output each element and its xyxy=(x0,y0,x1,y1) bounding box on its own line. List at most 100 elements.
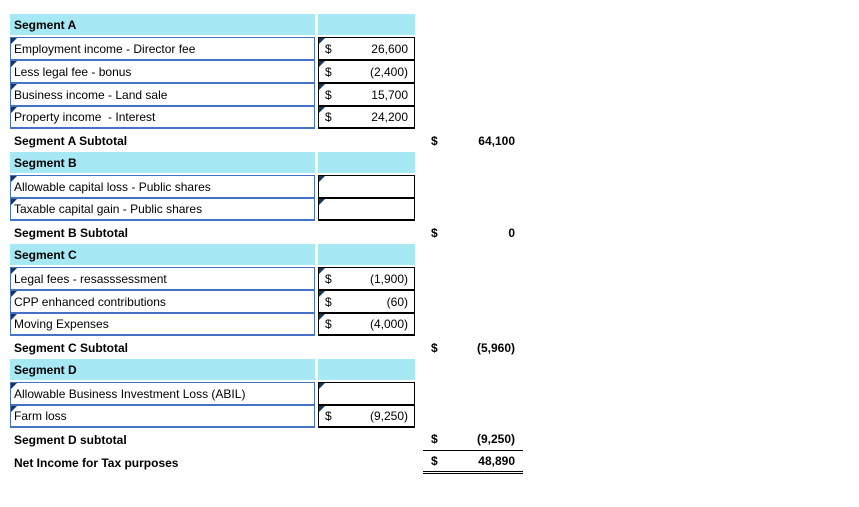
subtotal-label-cell[interactable]: Segment A Subtotal xyxy=(10,129,315,152)
row-label: Moving Expenses xyxy=(14,317,109,331)
row-value-cell[interactable]: $ (2,400) xyxy=(318,60,415,83)
subtotal-label-cell[interactable]: Segment B Subtotal xyxy=(10,221,315,244)
row-label-cell[interactable]: Allowable Business Investment Loss (ABIL… xyxy=(10,382,315,405)
subtotal-value-cell[interactable]: $ 64,100 xyxy=(423,129,523,152)
segment-c-header-cell[interactable]: Segment C xyxy=(10,244,315,265)
subtotal-label-cell[interactable]: Segment C Subtotal xyxy=(10,336,315,359)
subtotal-value-cell[interactable]: $ (9,250) xyxy=(423,428,523,451)
table-row: Allowable Business Investment Loss (ABIL… xyxy=(10,382,523,405)
cell-corner-mark-icon xyxy=(11,406,17,412)
subtotal-label: Segment C Subtotal xyxy=(14,340,129,355)
amount-text: (9,250) xyxy=(476,432,515,446)
segment-a-header-fill-cell[interactable] xyxy=(318,14,415,35)
segment-a-header-cell[interactable]: Segment A xyxy=(10,14,315,35)
segment-a-title: Segment A xyxy=(14,17,77,32)
row-value-cell[interactable]: $ (4,000) xyxy=(318,313,415,336)
row-label: Allowable capital loss - Public shares xyxy=(14,179,211,194)
cell-corner-mark-icon xyxy=(11,291,17,297)
cell-corner-mark-icon xyxy=(319,107,325,113)
cell-corner-mark-icon xyxy=(11,84,17,90)
net-income-value-cell[interactable]: $ 48,890 xyxy=(423,451,523,474)
column-gap xyxy=(415,336,423,359)
row-label-cell[interactable]: Taxable capital gain - Public shares xyxy=(10,198,315,221)
cell-corner-mark-icon xyxy=(319,199,325,205)
subtotal-label: Segment D subtotal xyxy=(14,432,127,447)
amount-text: (9,250) xyxy=(369,409,408,423)
column-gap xyxy=(415,451,423,474)
row-value-cell[interactable] xyxy=(318,175,415,198)
row-label-cell[interactable]: Moving Expenses xyxy=(10,313,315,336)
segment-b-header-fill-cell[interactable] xyxy=(318,152,415,173)
row-value-cell[interactable] xyxy=(318,382,415,405)
table-row: CPP enhanced contributions $ (60) xyxy=(10,290,523,313)
row-label-cell[interactable]: Business income - Land sale xyxy=(10,83,315,106)
row-value-cell[interactable] xyxy=(318,198,415,221)
row-value-cell[interactable]: $ (60) xyxy=(318,290,415,313)
table-row: Property income - Interest $ 24,200 xyxy=(10,106,523,129)
currency-symbol: $ xyxy=(325,409,332,423)
row-label-cell[interactable]: Employment income - Director fee xyxy=(10,37,315,60)
cell-corner-mark-icon xyxy=(319,406,325,412)
row-label-cell[interactable]: Allowable capital loss - Public shares xyxy=(10,175,315,198)
amount-text: (2,400) xyxy=(369,64,408,79)
subtotal-label-cell[interactable]: Segment D subtotal xyxy=(10,428,315,451)
cell-corner-mark-icon xyxy=(319,84,325,90)
row-value-cell[interactable]: $ 15,700 xyxy=(318,83,415,106)
table-row: Legal fees - resasssessment $ (1,900) xyxy=(10,267,523,290)
segment-a-header-row: Segment A xyxy=(10,14,523,37)
segment-d-header-fill-cell[interactable] xyxy=(318,359,415,380)
row-value-cell[interactable]: $ (1,900) xyxy=(318,267,415,290)
empty-cell xyxy=(318,221,415,244)
segment-b-header-cell[interactable]: Segment B xyxy=(10,152,315,173)
tax-worksheet: Segment A Employment income - Director f… xyxy=(10,14,523,474)
currency-symbol: $ xyxy=(325,41,332,56)
cell-corner-mark-icon xyxy=(319,383,325,389)
row-label-cell[interactable]: Property income - Interest xyxy=(10,106,315,129)
segment-d-header-cell[interactable]: Segment D xyxy=(10,359,315,380)
row-value-cell[interactable]: $ (9,250) xyxy=(318,405,415,428)
cell-corner-mark-icon xyxy=(11,268,17,274)
segment-b-title: Segment B xyxy=(14,155,77,170)
segment-c-title: Segment C xyxy=(14,247,77,262)
subtotal-label: Segment A Subtotal xyxy=(14,133,128,148)
row-value-cell[interactable]: $ 24,200 xyxy=(318,106,415,129)
table-row: Employment income - Director fee $ 26,60… xyxy=(10,37,523,60)
currency-symbol: $ xyxy=(325,87,332,102)
net-income-row: Net Income for Tax purposes $ 48,890 xyxy=(10,451,523,474)
subtotal-value-cell[interactable]: $ (5,960) xyxy=(423,336,523,359)
row-label: Employment income - Director fee xyxy=(14,41,196,56)
row-label: Business income - Land sale xyxy=(14,87,168,102)
table-row: Allowable capital loss - Public shares xyxy=(10,175,523,198)
amount-text: (1,900) xyxy=(369,271,408,286)
cell-corner-mark-icon xyxy=(319,61,325,67)
segment-d-title: Segment D xyxy=(14,362,77,377)
row-label: CPP enhanced contributions xyxy=(14,294,166,309)
empty-cell xyxy=(318,129,415,152)
row-value-cell[interactable]: $ 26,600 xyxy=(318,37,415,60)
table-row: Less legal fee - bonus $ (2,400) xyxy=(10,60,523,83)
table-row: Business income - Land sale $ 15,700 xyxy=(10,83,523,106)
row-label-cell[interactable]: Farm loss xyxy=(10,405,315,428)
amount-text: (5,960) xyxy=(476,340,515,355)
currency-symbol: $ xyxy=(431,133,438,148)
segment-c-header-fill-cell[interactable] xyxy=(318,244,415,265)
cell-corner-mark-icon xyxy=(319,291,325,297)
row-label-cell[interactable]: CPP enhanced contributions xyxy=(10,290,315,313)
segment-a-subtotal-row: Segment A Subtotal $ 64,100 xyxy=(10,129,523,152)
cell-corner-mark-icon xyxy=(11,107,17,113)
empty-cell xyxy=(318,451,415,474)
subtotal-value-cell[interactable]: $ 0 xyxy=(423,221,523,244)
net-income-label: Net Income for Tax purposes xyxy=(14,455,179,470)
amount-text: 64,100 xyxy=(478,133,515,148)
currency-symbol: $ xyxy=(325,110,332,124)
column-gap xyxy=(415,221,423,244)
net-income-label-cell[interactable]: Net Income for Tax purposes xyxy=(10,451,315,474)
currency-symbol: $ xyxy=(431,454,438,468)
segment-d-header-row: Segment D xyxy=(10,359,523,382)
row-label-cell[interactable]: Legal fees - resasssessment xyxy=(10,267,315,290)
segment-c-header-row: Segment C xyxy=(10,244,523,267)
cell-corner-mark-icon xyxy=(11,314,17,320)
row-label-cell[interactable]: Less legal fee - bonus xyxy=(10,60,315,83)
subtotal-label: Segment B Subtotal xyxy=(14,225,129,240)
amount-text: 48,890 xyxy=(478,454,515,468)
